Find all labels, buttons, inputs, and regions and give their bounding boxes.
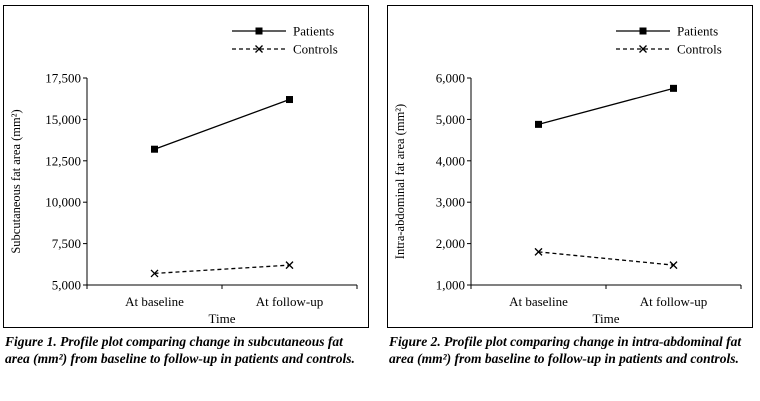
x-tick-label: At follow-up [640,294,708,309]
x-tick-label: At baseline [509,294,568,309]
y-tick-label: 4,000 [436,153,465,168]
point-patients [670,84,677,92]
legend-marker-controls [255,45,263,53]
x-tick-label: At baseline [125,294,184,309]
legend-marker-patients [255,27,263,35]
series-line-patients [538,87,674,125]
series-line-controls [538,251,674,266]
legend-label-controls: Controls [677,42,722,57]
legend-marker-controls [639,45,647,53]
point-controls [285,261,294,270]
chart-subcutaneous-fat: 5,000 7,500 10,000 12,500 15,000 17,500 At bas… [9,24,358,326]
point-patients [286,96,293,104]
y-tick-label: 5,000 [436,112,465,127]
y-tick-label: 1,000 [436,278,465,293]
point-patients [535,120,542,128]
y-tick-label: 17,500 [45,71,81,86]
chart-intra-abdominal-fat: 1,000 2,000 3,000 4,000 5,000 6,000 At baselin… [393,24,742,326]
point-controls [669,261,678,270]
figure-1-panel: 5,000 7,500 10,000 12,500 15,000 17,500 At bas… [3,0,373,401]
figure-1-frame: 5,000 7,500 10,000 12,500 15,000 17,500 At bas… [3,5,369,328]
y-tick-label: 10,000 [45,195,81,210]
figure-1-caption: Figure 1. Profile plot comparing change … [5,334,355,366]
series-line-controls [154,264,290,275]
legend-label-patients: Patients [293,24,334,39]
y-tick-label: 12,500 [45,153,81,168]
x-axis-title: Time [209,311,236,326]
x-tick-label: At follow-up [256,294,324,309]
y-axis-title: Intra-abdominal fat area (mm²) [393,104,407,259]
y-axis-title: Subcutaneous fat area (mm²) [9,109,23,253]
y-tick-label: 15,000 [45,112,81,127]
y-tick-label: 5,000 [52,278,81,293]
point-patients [151,145,158,153]
y-tick-label: 2,000 [436,236,465,251]
figure-2-caption: Figure 2. Profile plot comparing change … [389,334,742,366]
series-line-patients [154,98,290,150]
legend-marker-patients [639,27,647,35]
figure-2-frame: 1,000 2,000 3,000 4,000 5,000 6,000 At baselin… [387,5,753,328]
y-tick-label: 6,000 [436,71,465,86]
legend-label-controls: Controls [293,42,338,57]
point-controls [150,269,159,278]
figure-2-panel: 1,000 2,000 3,000 4,000 5,000 6,000 At baselin… [387,0,757,401]
point-controls [534,247,543,256]
legend-label-patients: Patients [677,24,718,39]
x-axis-title: Time [593,311,620,326]
y-tick-label: 3,000 [436,195,465,210]
y-tick-label: 7,500 [52,236,81,251]
